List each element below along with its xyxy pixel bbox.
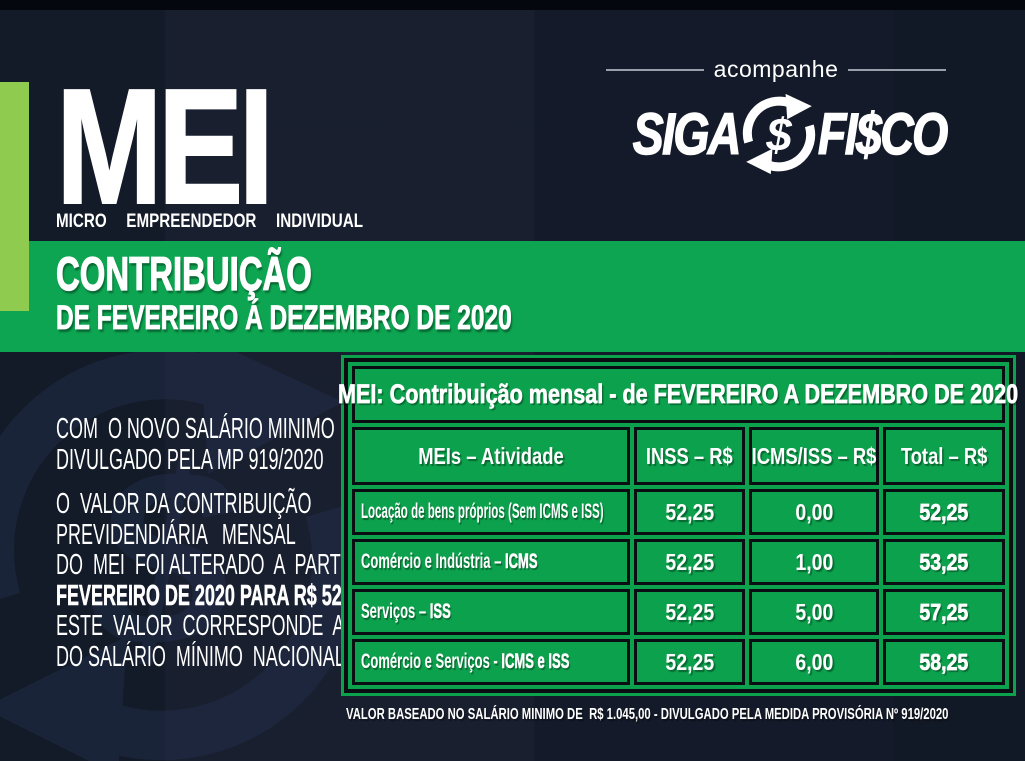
banner-title: CONTRIBUIÇÃO: [56, 247, 313, 300]
page-title: MEI: [55, 55, 275, 238]
cell-atividade: Locação de bens próprios (Sem ICMS e ISS…: [352, 489, 630, 535]
cell-inss: 52,25: [634, 639, 745, 685]
contribution-banner: CONTRIBUIÇÃO DE FEVEREIRO Á DEZEMBRO DE …: [0, 241, 1025, 352]
info-line: DO MEI FOI ALTERADO A PARTIR DE: [56, 549, 389, 581]
column-header-2: ICMS/ISS – R$: [749, 427, 879, 485]
cell-icms-iss: 1,00: [749, 539, 879, 585]
cell-total: 52,25: [883, 489, 1005, 535]
table-header-row: MEIs – Atividade INSS – R$ ICMS/ISS – R$ To…: [352, 427, 1005, 485]
cell-atividade: Serviços – ISS: [352, 589, 630, 635]
svg-text:$: $: [765, 108, 792, 160]
info-line: PREVIDENDIÁRIA MENSAL: [56, 518, 296, 551]
info-line: O VALOR DA CONTRIBUIÇÃO: [56, 488, 312, 520]
column-header-1: INSS – R$: [634, 427, 745, 485]
info-line: FEVEREIRO DE 2020 PARA R$ 52,25: [56, 579, 367, 612]
info-text: COM O NOVO SALÁRIO MINIMO DIVULGADO PELA …: [56, 413, 389, 673]
cell-inss: 52,25: [634, 489, 745, 535]
cell-icms-iss: 0,00: [749, 489, 879, 535]
table-row: Locação de bens próprios (Sem ICMS e ISS…: [352, 489, 1005, 535]
watermark-dollar-cycle-icon: $: [0, 334, 362, 761]
top-black-bar: [0, 0, 1025, 10]
info-line: ESTE VALOR CORRESPONDE A 5%: [56, 610, 380, 642]
cell-total: 57,25: [883, 589, 1005, 635]
tagline-line-right: [848, 68, 947, 71]
tagline-line-left: [606, 68, 704, 71]
tagline-row: acompanhe: [606, 56, 947, 83]
logo-row: SIGA $ FI$CO: [606, 93, 949, 175]
left-accent-bar: [0, 82, 29, 311]
cell-total: 58,25: [883, 639, 1005, 685]
cell-inss: 52,25: [634, 539, 745, 585]
column-header-3: Total – R$: [883, 427, 1005, 485]
siga-fisco-logo: acompanhe SIGA $ FI$CO: [606, 56, 949, 175]
footnote: VALOR BASEADO NO SALÁRIO MINIMO DE R$ 1.…: [346, 706, 949, 723]
table-row: Comércio e Indústria – ICMS 52,25 1,00 53,2…: [352, 539, 1005, 585]
cell-icms-iss: 6,00: [749, 639, 879, 685]
info-line: COM O NOVO SALÁRIO MINIMO: [56, 413, 335, 445]
brand-word-fisco: FI$CO: [817, 101, 948, 168]
table-row: Serviços – ISS 52,25 5,00 57,25: [352, 589, 1005, 635]
tagline-text: acompanhe: [713, 56, 839, 82]
column-header-0: MEIs – Atividade: [352, 427, 630, 485]
cell-total: 53,25: [883, 539, 1005, 585]
info-line: DO SALÁRIO MÍNIMO NACIONAL: [56, 640, 345, 673]
page-subtitle: MICRO EMPREENDEDOR INDIVIDUAL: [56, 211, 363, 232]
table-title: MEI: Contribuição mensal - de FEVEREIRO …: [338, 366, 1019, 423]
brand-word-siga: SIGA: [632, 101, 742, 168]
info-line: DIVULGADO PELA MP 919/2020: [56, 443, 324, 476]
banner-subtitle: DE FEVEREIRO Á DEZEMBRO DE 2020: [56, 299, 512, 338]
cell-icms-iss: 5,00: [749, 589, 879, 635]
cell-atividade: Comércio e Serviços - ICMS e ISS: [352, 639, 630, 685]
table-row: Comércio e Serviços - ICMS e ISS 52,25 6,0…: [352, 639, 1005, 685]
svg-text:$: $: [91, 418, 236, 699]
dollar-cycle-icon: $: [742, 93, 815, 175]
contribution-table: MEI: Contribuição mensal - de FEVEREIRO …: [338, 358, 1019, 693]
cell-atividade: Comércio e Indústria – ICMS: [352, 539, 630, 585]
cell-inss: 52,25: [634, 589, 745, 635]
hero-block: MEI MICRO EMPREENDEDOR INDIVIDUAL: [55, 55, 440, 238]
